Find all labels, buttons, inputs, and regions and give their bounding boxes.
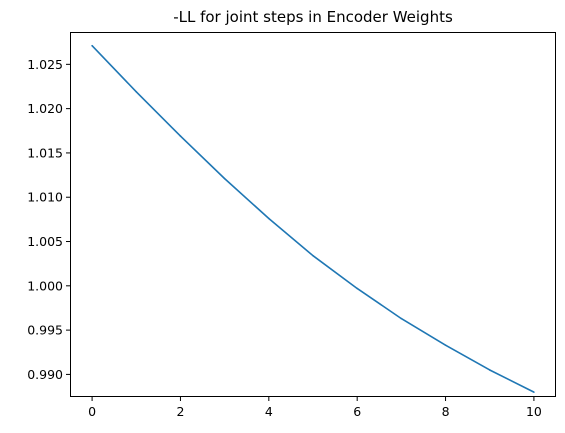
- y-axis-ticks: 0.990 0.995 1.000 1.005 1.010 1.015 1.020 1.025: [27, 57, 70, 382]
- data-point: [223, 177, 226, 180]
- y-tick-label: 1.015: [27, 145, 63, 160]
- y-tick-label: 0.990: [27, 367, 63, 382]
- y-tick-label: 1.010: [27, 190, 63, 205]
- data-point: [444, 344, 447, 346]
- x-tick-label: 0: [88, 404, 96, 419]
- x-tick-label: 2: [176, 404, 184, 419]
- y-tick-label: 1.005: [27, 234, 63, 249]
- y-tick-label: 1.000: [27, 278, 63, 293]
- data-point: [488, 369, 491, 371]
- data-point: [179, 135, 182, 137]
- y-tick-label: 1.020: [27, 101, 63, 116]
- data-point: [533, 391, 535, 393]
- chart-title: -LL for joint steps in Encoder Weights: [173, 8, 453, 26]
- data-point: [268, 217, 270, 220]
- x-tick-label: 10: [526, 404, 542, 419]
- series-layer: [91, 44, 535, 393]
- data-point: [400, 317, 403, 320]
- data-point: [91, 44, 93, 47]
- data-point: [312, 254, 314, 257]
- plot-frame: [70, 32, 556, 397]
- y-tick-label: 0.995: [27, 323, 63, 338]
- x-tick-label: 6: [353, 404, 361, 419]
- x-tick-label: 8: [442, 404, 450, 419]
- y-tick-label: 1.025: [27, 57, 63, 72]
- x-tick-label: 4: [265, 404, 273, 419]
- series-line: [91, 45, 535, 393]
- data-point: [135, 90, 138, 93]
- x-axis-ticks: 0 2 4 6 8 10: [88, 397, 542, 419]
- data-point: [356, 287, 358, 290]
